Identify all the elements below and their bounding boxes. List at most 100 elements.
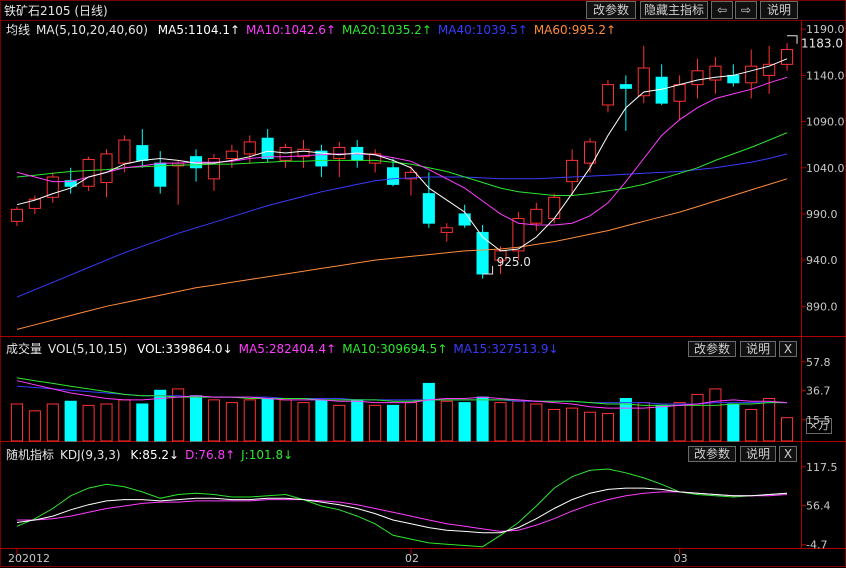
volume-bar bbox=[207, 399, 221, 442]
price-y-tick-label: 1040.0 bbox=[806, 162, 845, 175]
kdj-edit-params-button[interactable]: 改参数 bbox=[688, 446, 736, 462]
ma-legend-item: MA5:1104.1↑ bbox=[157, 23, 241, 37]
volume-help-button[interactable]: 说明 bbox=[740, 341, 776, 357]
volume-bar bbox=[369, 404, 382, 442]
kdj-params: KDJ(9,3,3) bbox=[60, 448, 121, 462]
volume-legend-item: MA15:327513.9↓ bbox=[453, 342, 559, 356]
kdj-legend: 随机指标 KDJ(9,3,3) K:85.2↓ D:76.8↑ J:101.8↓ bbox=[6, 446, 299, 463]
candle bbox=[476, 231, 489, 275]
candle bbox=[261, 137, 274, 160]
volume-bar bbox=[655, 404, 668, 442]
candle bbox=[745, 65, 758, 84]
volume-bar bbox=[172, 388, 185, 442]
volume-bar bbox=[566, 407, 579, 442]
low-annotation-leader bbox=[482, 265, 494, 275]
low-annotation: 925.0 bbox=[497, 255, 531, 269]
kdj-close-icon[interactable]: X bbox=[779, 446, 797, 462]
x-tick-label: 03 bbox=[674, 552, 688, 565]
kdj-help-button[interactable]: 说明 bbox=[740, 446, 776, 462]
kdj-y-tick-label: 117.5 bbox=[806, 461, 838, 474]
volume-bar bbox=[530, 403, 543, 442]
volume-bar bbox=[494, 402, 507, 442]
price-y-tick-label: 1190.0 bbox=[806, 23, 845, 36]
volume-close-icon[interactable]: X bbox=[779, 341, 797, 357]
volume-bar bbox=[243, 399, 256, 442]
price-y-tick-label: 940.0 bbox=[806, 254, 838, 267]
volume-bar bbox=[476, 396, 489, 442]
candle bbox=[548, 196, 561, 220]
candle bbox=[351, 146, 364, 161]
volume-indicator-name: 成交量 bbox=[6, 342, 43, 356]
arrow-right-icon[interactable]: ⇨ bbox=[735, 1, 757, 19]
volume-legend: 成交量 VOL(5,10,15) VOL:339864.0↓ MA5:282404.… bbox=[6, 340, 565, 357]
volume-unit-label: ×万 bbox=[806, 418, 832, 434]
ma-legend-item: MA60:995.2↑ bbox=[533, 23, 617, 37]
ma-legend-item: MA10:1042.6↑ bbox=[246, 23, 336, 37]
ma-legend-item: MA20:1035.2↑ bbox=[341, 23, 432, 37]
candle bbox=[673, 84, 686, 102]
candle bbox=[315, 150, 328, 167]
candle bbox=[46, 176, 59, 198]
hide-main-indicator-button[interactable]: 隐藏主指标 bbox=[640, 1, 708, 19]
candle bbox=[64, 180, 77, 187]
candle bbox=[297, 148, 310, 158]
volume-bar bbox=[780, 417, 794, 442]
volume-bar bbox=[601, 413, 615, 442]
volume-params: VOL(5,10,15) bbox=[48, 342, 128, 356]
candle bbox=[494, 250, 507, 261]
volume-bar bbox=[583, 411, 597, 442]
ma-params: MA(5,10,20,40,60) bbox=[36, 23, 148, 37]
candle bbox=[243, 141, 256, 155]
candle bbox=[279, 146, 292, 161]
volume-bar bbox=[279, 399, 292, 442]
candle bbox=[727, 74, 740, 84]
volume-bar bbox=[100, 403, 113, 442]
candle bbox=[619, 84, 632, 89]
chart-title: 铁矿石2105 (日线) bbox=[4, 4, 108, 18]
arrow-left-icon[interactable]: ⇦ bbox=[711, 1, 733, 19]
volume-bar bbox=[386, 404, 400, 442]
kdj-y-tick-label: -4.7 bbox=[806, 539, 827, 552]
high-annotation: 1183.0 bbox=[801, 37, 843, 51]
candle bbox=[225, 150, 238, 160]
candle bbox=[530, 208, 543, 224]
volume-bar bbox=[458, 402, 471, 442]
ma10-line bbox=[16, 76, 788, 226]
help-button[interactable]: 说明 bbox=[760, 1, 798, 19]
volume-bar bbox=[745, 408, 758, 442]
volume-legend-item: MA10:309694.5↑ bbox=[342, 342, 448, 356]
volume-bar bbox=[619, 398, 632, 442]
volume-bar bbox=[709, 388, 722, 442]
vol-ma5-line bbox=[16, 380, 788, 409]
volume-bar bbox=[10, 403, 24, 442]
volume-edit-params-button[interactable]: 改参数 bbox=[688, 341, 736, 357]
candle bbox=[118, 139, 131, 164]
volume-bar bbox=[548, 408, 561, 442]
volume-bar bbox=[154, 389, 167, 442]
volume-bar bbox=[637, 402, 650, 442]
x-tick-label: 02 bbox=[405, 552, 419, 565]
price-y-tick-label: 990.0 bbox=[806, 208, 838, 221]
kdj-d-line bbox=[17, 491, 788, 532]
volume-bar bbox=[727, 403, 740, 442]
candle bbox=[333, 146, 346, 160]
volume-bar bbox=[315, 399, 328, 442]
candle bbox=[10, 208, 24, 222]
ma-legend-item: MA40:1039.5↑ bbox=[437, 23, 528, 37]
candle bbox=[82, 158, 95, 187]
candle bbox=[207, 158, 221, 180]
kdj-legend-item: J:101.8↓ bbox=[241, 448, 294, 462]
volume-bar bbox=[351, 399, 364, 442]
candle bbox=[404, 171, 418, 180]
volume-legend-item: VOL:339864.0↓ bbox=[137, 342, 233, 356]
kdj-legend-item: D:76.8↑ bbox=[185, 448, 236, 462]
edit-params-button[interactable]: 改参数 bbox=[586, 1, 636, 19]
x-tick-label: 202012 bbox=[8, 552, 50, 565]
candle bbox=[386, 167, 400, 185]
kdj-legend-item: K:85.2↓ bbox=[130, 448, 180, 462]
candle bbox=[100, 153, 113, 184]
ma20-line bbox=[16, 132, 788, 196]
candle bbox=[369, 153, 382, 164]
